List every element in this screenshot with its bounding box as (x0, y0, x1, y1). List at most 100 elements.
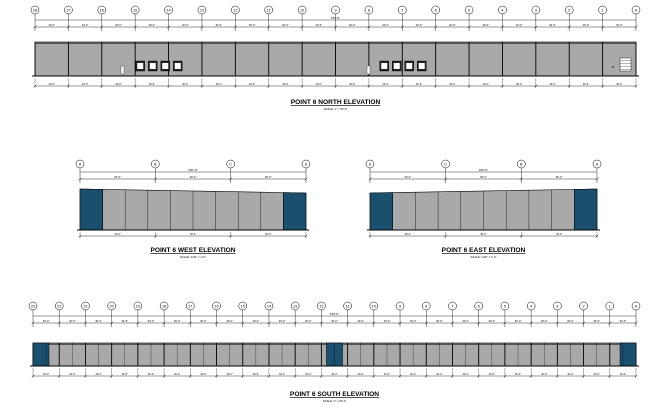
grid-bubble (81, 301, 90, 311)
overall-dimension-text: 670'-0" (330, 312, 339, 316)
grid-label: 13 (200, 9, 204, 13)
bay-dimension-text: 30'-0" (331, 319, 338, 323)
dock-door-panel (162, 63, 169, 69)
bottom-dimension-text: 40'-0" (216, 83, 222, 86)
grid-bubble (498, 5, 507, 15)
bottom-dimension-text: 40'-0" (316, 83, 322, 86)
grid-bubble (398, 5, 407, 15)
bay-dimension-text: 40'-0" (182, 23, 189, 27)
grid-bubble (264, 5, 273, 15)
bay-dimension-text: 30'-0" (279, 319, 286, 323)
bottom-dimension-text: 40'-0" (182, 83, 188, 86)
dimension-tick (110, 321, 114, 325)
bay-dimension-text: 30'-0" (200, 319, 207, 323)
man-door (120, 65, 125, 75)
dimension-tick (233, 25, 237, 29)
bay-dimension-text: 30'-0" (436, 319, 443, 323)
bottom-dimension-text: 30'-0" (384, 373, 390, 376)
dimension-tick (241, 374, 245, 378)
elevation-scale: SCALE: 1" = 30'-0" (324, 107, 348, 111)
grid-label: C (229, 163, 232, 167)
grid-bubble (592, 159, 602, 169)
dimension-tick (519, 177, 523, 181)
dimension-tick (233, 84, 237, 88)
grid-label: 5 (504, 305, 506, 309)
bottom-dimension-text: 40'-0" (149, 83, 155, 86)
bottom-dimension-text: 40'-0" (349, 83, 355, 86)
bay-dimension-text: 30'-0" (593, 319, 600, 323)
grid-bubble (441, 159, 450, 169)
grid-label: 15 (133, 9, 137, 13)
grid-label: 17 (188, 305, 192, 309)
grid-label: 10 (300, 9, 304, 13)
grid-label: 18 (162, 305, 166, 309)
dimension-tick (501, 84, 504, 88)
dimension-tick (293, 321, 297, 325)
grid-bubble (579, 301, 588, 311)
bay-dimension-text: 60'-0" (405, 175, 412, 179)
grid-label: 2 (568, 9, 570, 13)
dimension-tick (241, 321, 245, 325)
elevation-west: A B C D 240'-0" 60'-0" 60'-0" 60'-0" 60'-0" 60'-0… (75, 159, 311, 259)
grid-label: 6 (478, 305, 480, 309)
grid-bubble (631, 301, 641, 311)
grid-bubble (395, 301, 405, 311)
grid-bubble (343, 301, 352, 311)
bottom-dimension-text: 30'-0" (253, 373, 259, 376)
dimension-tick (601, 25, 605, 29)
accent-panel (619, 342, 637, 367)
grid-label: 12 (319, 305, 323, 309)
bottom-dimension-text: 40'-0" (115, 83, 121, 86)
dimension-tick (214, 321, 219, 325)
dimension-tick (267, 25, 271, 29)
dimension-tick (601, 84, 604, 88)
grid-bubble (517, 159, 526, 169)
grid-bubble (226, 159, 235, 169)
grid-bubble (159, 301, 169, 311)
grid-label: 8 (425, 305, 427, 309)
bay-dimension-text: 60'-0" (190, 175, 197, 179)
grid-label: 3 (535, 9, 537, 13)
dock-door-panel (406, 63, 413, 69)
bottom-dimension-text: 30'-0" (515, 373, 521, 376)
bottom-dimension-text: 40'-0" (383, 83, 389, 86)
grid-bubble (331, 5, 340, 15)
dock-door-panel (418, 63, 425, 69)
bay-dimension-text: 30'-0" (620, 319, 627, 323)
bottom-dimension-text: 30'-0" (43, 373, 49, 376)
bottom-dimension-text: 30'-0" (148, 373, 154, 376)
grid-label: A (635, 305, 638, 309)
bay-dimension-text: 40'-0" (549, 23, 556, 27)
dimension-tick (133, 84, 137, 88)
grid-bubble (526, 301, 536, 311)
dimension-tick (31, 374, 35, 378)
grid-bubble (30, 5, 40, 15)
dimension-tick (33, 84, 37, 88)
bay-dimension-text: 40'-0" (583, 23, 590, 27)
bottom-dimension-text: 30'-0" (227, 373, 233, 376)
bottom-dimension-text: 40'-0" (416, 83, 422, 86)
grid-bubble (464, 5, 474, 15)
dimension-tick (555, 321, 559, 325)
grid-label: 7 (401, 9, 403, 13)
grid-label: 22 (57, 305, 61, 309)
dimension-tick (188, 321, 192, 325)
dimension-tick (229, 234, 233, 238)
bay-dimension-text: 40'-0" (282, 23, 289, 27)
bay-dimension-text: 60'-0" (114, 175, 121, 179)
dimension-tick (503, 374, 507, 378)
dimension-tick (84, 374, 87, 378)
bay-dimension-text: 30'-0" (541, 319, 548, 323)
bay-dimension-text: 30'-0" (148, 319, 155, 323)
grid-label: C (444, 163, 447, 167)
bay-dimension-text: 30'-0" (121, 319, 128, 323)
bottom-dimension-text: 60'-0" (556, 233, 562, 236)
bay-dimension-text: 30'-0" (357, 319, 364, 323)
dimension-tick (367, 84, 371, 88)
dimension-tick (333, 25, 338, 29)
bottom-dimension-text: 40'-0" (483, 83, 489, 86)
elevation-title: POINT 6 NORTH ELEVATION (291, 99, 381, 106)
dimension-tick (534, 25, 538, 29)
bottom-dimension-text: 40'-0" (449, 83, 455, 86)
dimension-tick (133, 25, 137, 29)
